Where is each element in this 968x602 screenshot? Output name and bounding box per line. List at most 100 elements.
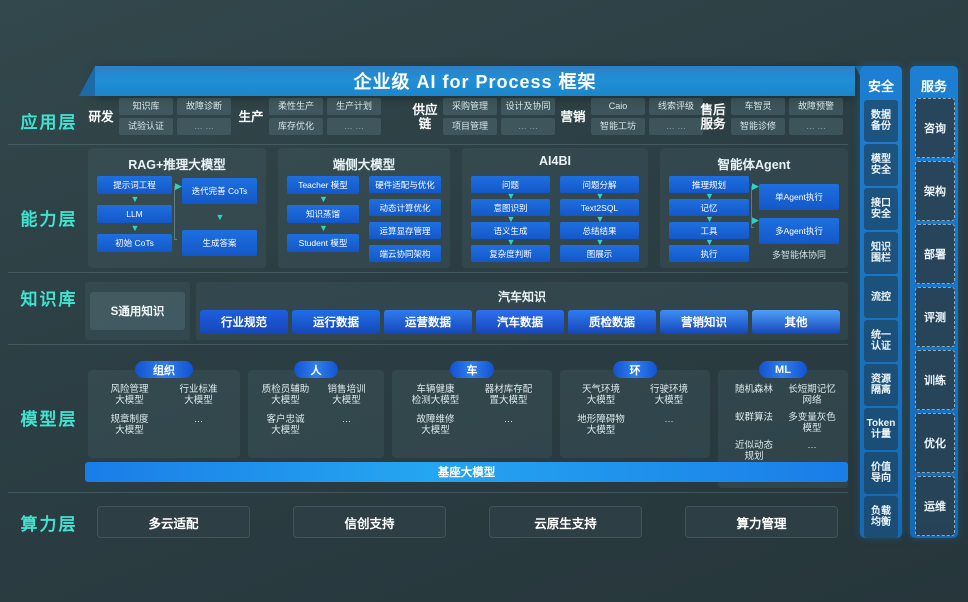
capability-box[interactable]: 问题 (471, 176, 550, 193)
capability-box[interactable]: 问题分解 (560, 176, 639, 193)
capability-box[interactable]: Teacher 模型 (287, 176, 359, 194)
security-rail-item[interactable]: 数据 备份 (864, 100, 898, 142)
app-chip[interactable]: 线索评级 (649, 98, 703, 115)
capability-box[interactable]: 总结结果 (560, 222, 639, 239)
capability-box[interactable]: 初始 CoTs (97, 234, 172, 252)
model-group-pill[interactable]: ML (759, 361, 807, 378)
knowledge-chip[interactable]: 运行数据 (292, 310, 380, 334)
model-cell[interactable]: 质检员辅助 大模型 (261, 384, 310, 406)
app-group-0[interactable]: 研发 知识库 试验认证 故障诊断 … … (88, 98, 231, 135)
model-cell[interactable]: 多变量灰色 模型 (788, 412, 836, 434)
knowledge-chip[interactable]: 汽车数据 (476, 310, 564, 334)
capability-box[interactable]: Text2SQL (560, 199, 639, 216)
app-chip[interactable]: 车智灵 (731, 98, 785, 115)
model-group-pill[interactable]: 车 (450, 361, 494, 378)
model-cell[interactable]: 客户忠诚 大模型 (266, 414, 305, 436)
app-chip[interactable]: Caio (591, 98, 645, 115)
model-group-pill[interactable]: 组织 (135, 361, 193, 378)
app-chip[interactable]: 智能诊修 (731, 118, 785, 135)
capability-box[interactable]: 单Agent执行 (759, 184, 839, 210)
capability-box[interactable]: 多Agent执行 (759, 218, 839, 244)
app-chip[interactable]: … … (501, 118, 555, 135)
app-chip[interactable]: 库存优化 (269, 118, 323, 135)
model-cell[interactable]: 器材库存配 置大模型 (484, 384, 533, 406)
model-cell[interactable]: … (341, 414, 352, 425)
base-model-bar[interactable]: 基座大模型 (85, 462, 848, 482)
knowledge-chip[interactable]: 营销知识 (660, 310, 748, 334)
capability-box[interactable]: 工具 (669, 222, 749, 239)
model-group-pill[interactable]: 人 (294, 361, 338, 378)
model-cell[interactable]: 蚁群算法 (734, 412, 773, 423)
capability-box[interactable]: 提示词工程 (97, 176, 172, 194)
capability-box[interactable]: 运算显存管理 (369, 222, 441, 239)
model-cell[interactable]: 长短期记忆 网络 (788, 384, 836, 406)
knowledge-chip[interactable]: 行业规范 (200, 310, 288, 334)
app-group-1[interactable]: 生产 柔性生产 库存优化 生产计划 … … (238, 98, 381, 135)
model-group-pill[interactable]: 环 (613, 361, 657, 378)
capability-box[interactable]: 动态计算优化 (369, 199, 441, 216)
model-cell[interactable]: 天气环境 大模型 (581, 384, 620, 406)
compute-button[interactable]: 多云适配 (97, 506, 250, 538)
app-group-2[interactable]: 供应链 采购管理 项目管理 设计及协同 … … (412, 98, 555, 135)
security-rail-item[interactable]: 接口 安全 (864, 188, 898, 230)
security-rail-item[interactable]: 负载 均衡 (864, 496, 898, 538)
app-chip[interactable]: … … (789, 118, 843, 135)
capability-box[interactable]: 迭代完善 CoTs (182, 178, 257, 204)
service-rail-item[interactable]: 评测 (915, 287, 955, 347)
model-cell[interactable]: 近似动态 规划 (734, 440, 773, 462)
security-rail-item[interactable]: Token 计量 (864, 408, 898, 450)
service-rail-item[interactable]: 运维 (915, 476, 955, 536)
security-rail-item[interactable]: 资源 隔离 (864, 364, 898, 406)
app-chip[interactable]: 采购管理 (443, 98, 497, 115)
app-chip[interactable]: 知识库 (119, 98, 173, 115)
app-chip[interactable]: 生产计划 (327, 98, 381, 115)
compute-button[interactable]: 信创支持 (293, 506, 446, 538)
knowledge-chip[interactable]: 运营数据 (384, 310, 472, 334)
app-chip[interactable]: 柔性生产 (269, 98, 323, 115)
model-cell[interactable]: 销售培训 大模型 (327, 384, 366, 406)
capability-box[interactable]: 端云协同架构 (369, 245, 441, 262)
model-cell[interactable]: … (193, 414, 204, 425)
security-rail-item[interactable]: 知识 围栏 (864, 232, 898, 274)
security-rail-item[interactable]: 价值 导向 (864, 452, 898, 494)
capability-box[interactable]: 复杂度判断 (471, 245, 550, 262)
model-cell[interactable]: 行业标准 大模型 (179, 384, 218, 406)
service-rail-item[interactable]: 部署 (915, 224, 955, 284)
app-chip[interactable]: 智能工坊 (591, 118, 645, 135)
model-cell[interactable]: 行驶环境 大模型 (649, 384, 688, 406)
capability-box[interactable]: 生成答案 (182, 230, 257, 256)
model-cell[interactable]: … (503, 414, 514, 425)
app-chip[interactable]: … … (649, 118, 703, 135)
capability-box[interactable]: 执行 (669, 245, 749, 262)
security-rail-item[interactable]: 统一 认证 (864, 320, 898, 362)
service-rail-item[interactable]: 架构 (915, 161, 955, 221)
app-chip[interactable]: 项目管理 (443, 118, 497, 135)
capability-box[interactable]: 图展示 (560, 245, 639, 262)
app-chip[interactable]: … … (177, 118, 231, 135)
model-cell[interactable]: 故障维修 大模型 (416, 414, 455, 436)
service-rail-item[interactable]: 咨询 (915, 98, 955, 158)
knowledge-chip[interactable]: 质检数据 (568, 310, 656, 334)
app-chip[interactable]: 试验认证 (119, 118, 173, 135)
app-group-3[interactable]: 营销 Caio 智能工坊 线索评级 … … (560, 98, 703, 135)
capability-box[interactable]: 硬件适配与优化 (369, 176, 441, 193)
capability-box[interactable]: Student 模型 (287, 234, 359, 252)
capability-box[interactable]: 意图识别 (471, 199, 550, 216)
security-rail-item[interactable]: 模型 安全 (864, 144, 898, 186)
security-rail-item[interactable]: 流控 (864, 276, 898, 318)
model-cell[interactable]: … (664, 414, 674, 425)
model-cell[interactable]: 风险管理 大模型 (110, 384, 149, 406)
model-cell[interactable]: 随机森林 (734, 384, 773, 395)
capability-box[interactable]: 语义生成 (471, 222, 550, 239)
model-cell[interactable]: … (807, 440, 817, 451)
capability-box[interactable]: LLM (97, 205, 172, 223)
app-chip[interactable]: 故障预警 (789, 98, 843, 115)
app-chip[interactable]: 设计及协同 (501, 98, 555, 115)
compute-button[interactable]: 云原生支持 (489, 506, 642, 538)
knowledge-generic-chip[interactable]: S通用知识 (90, 292, 185, 330)
service-rail-item[interactable]: 训练 (915, 350, 955, 410)
compute-button[interactable]: 算力管理 (685, 506, 838, 538)
capability-box[interactable]: 记忆 (669, 199, 749, 216)
app-chip[interactable]: … … (327, 118, 381, 135)
model-cell[interactable]: 车辆健康 检测大模型 (411, 384, 460, 406)
